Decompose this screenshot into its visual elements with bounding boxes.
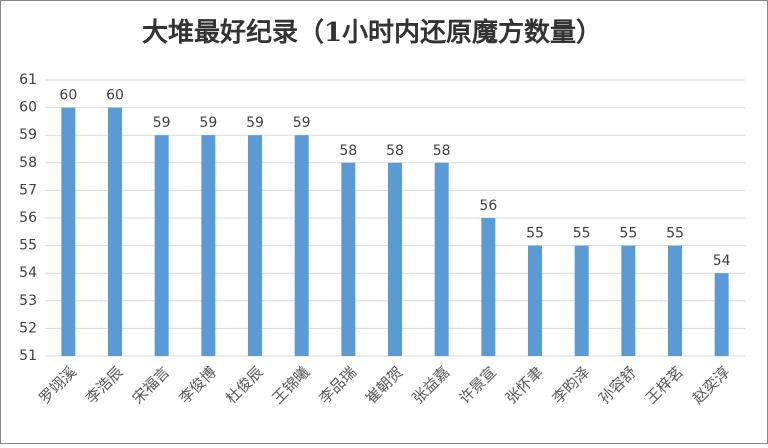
bar [528, 245, 542, 356]
data-label: 55 [526, 226, 544, 242]
y-tick-label: 60 [19, 100, 37, 116]
bar [61, 107, 76, 356]
y-tick-label: 54 [19, 265, 37, 281]
bar [294, 135, 309, 356]
y-tick-label: 61 [19, 72, 37, 88]
y-tick-label: 52 [19, 320, 37, 336]
bar [341, 162, 356, 356]
bar [201, 135, 216, 356]
y-tick-label: 53 [19, 293, 37, 309]
bar [154, 135, 169, 356]
y-tick-label: 56 [19, 210, 37, 226]
y-tick-label: 58 [19, 155, 37, 171]
data-label: 58 [386, 143, 404, 159]
data-label: 58 [339, 143, 357, 159]
y-tick-label: 51 [19, 348, 37, 364]
data-label: 59 [246, 115, 264, 131]
data-label: 60 [106, 88, 124, 104]
data-label: 59 [199, 115, 217, 131]
bar [574, 245, 589, 356]
data-label: 59 [293, 115, 311, 131]
y-tick-label: 55 [19, 238, 37, 254]
data-label: 55 [666, 226, 684, 242]
bar [481, 218, 496, 356]
chart-title: 大堆最好纪录（1小时内还原魔方数量） [142, 17, 602, 48]
data-label: 54 [713, 253, 731, 269]
bar [668, 245, 682, 356]
y-tick-label: 57 [19, 182, 37, 198]
data-label: 59 [153, 115, 171, 131]
bar [108, 107, 122, 356]
y-tick-label: 59 [19, 127, 37, 143]
data-label: 56 [479, 198, 497, 214]
data-label: 55 [573, 226, 591, 242]
bar [621, 245, 636, 356]
bar [388, 162, 402, 356]
bar [714, 273, 729, 356]
bar [434, 162, 449, 356]
data-label: 58 [433, 143, 451, 159]
bar [248, 135, 262, 356]
data-label: 55 [619, 226, 637, 242]
data-label: 60 [59, 88, 77, 104]
